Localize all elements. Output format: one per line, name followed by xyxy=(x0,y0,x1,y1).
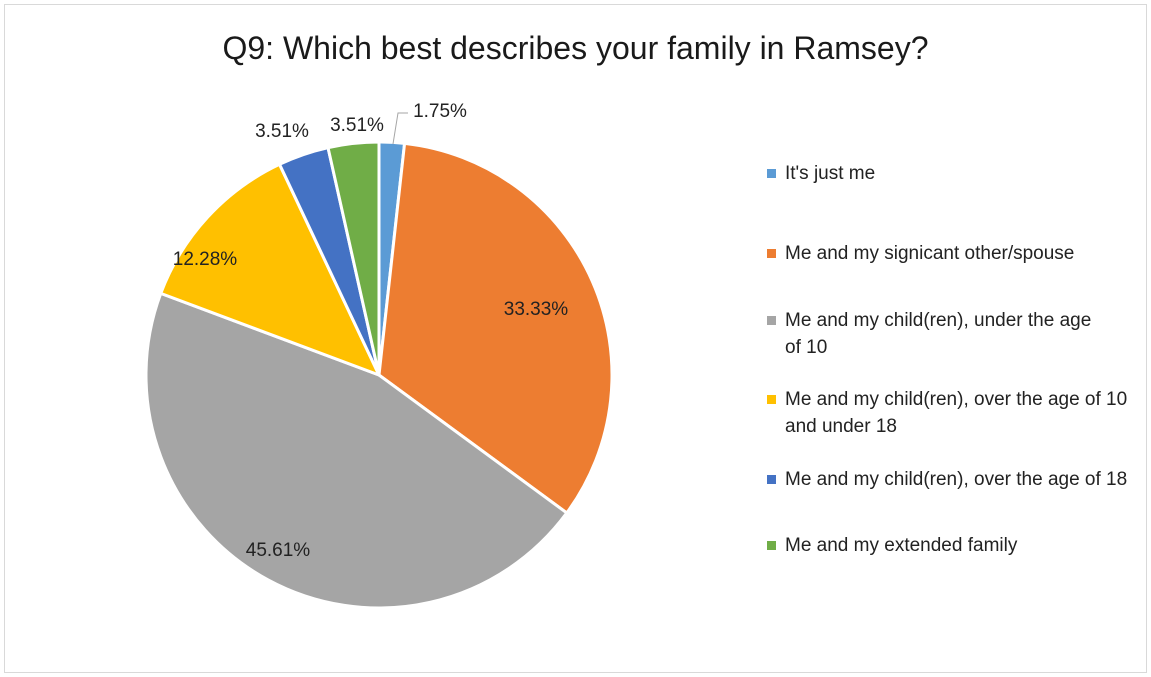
pie-slice-child-under-10 xyxy=(144,291,569,610)
legend-swatch xyxy=(767,249,776,258)
leader-line xyxy=(392,112,408,145)
data-label-significant-other: 33.33% xyxy=(504,299,569,320)
pie-slice-significant-other xyxy=(377,141,614,515)
data-label-its-just-me: 1.75% xyxy=(413,101,467,122)
legend-item-its-just-me: It's just me xyxy=(767,160,875,187)
legend-swatch xyxy=(767,395,776,404)
legend-label: Me and my extended family xyxy=(785,535,1018,556)
legend-swatch xyxy=(767,316,776,325)
legend-swatch xyxy=(767,541,776,550)
legend-swatch xyxy=(767,475,776,484)
legend-label: Me and my child(ren), over the age of 10… xyxy=(785,389,1128,437)
data-label-child-10-to-18: 12.28% xyxy=(173,249,238,270)
legend-item-child-10-to-18: Me and my child(ren), over the age of 10… xyxy=(767,386,1139,440)
legend-swatch xyxy=(767,169,776,178)
data-label-extended-family: 3.51% xyxy=(330,115,384,136)
pie-slice-extended-family xyxy=(326,140,381,377)
data-label-child-over-18: 3.51% xyxy=(255,121,309,142)
legend-label: Me and my child(ren), under the age of 1… xyxy=(785,310,1092,358)
pie-slice-child-10-to-18 xyxy=(159,162,381,377)
legend-item-child-under-10: Me and my child(ren), under the age of 1… xyxy=(767,307,1107,361)
legend-label: Me and my child(ren), over the age of 18 xyxy=(785,469,1128,490)
legend-item-child-over-18: Me and my child(ren), over the age of 18 xyxy=(767,466,1139,493)
legend-item-significant-other: Me and my signicant other/spouse xyxy=(767,240,1074,267)
legend-label: It's just me xyxy=(785,163,876,184)
legend-item-extended-family: Me and my extended family xyxy=(767,532,1017,559)
legend-label: Me and my signicant other/spouse xyxy=(785,243,1075,264)
chart-title: Q9: Which best describes your family in … xyxy=(222,30,929,66)
data-label-child-under-10: 45.61% xyxy=(246,540,311,561)
